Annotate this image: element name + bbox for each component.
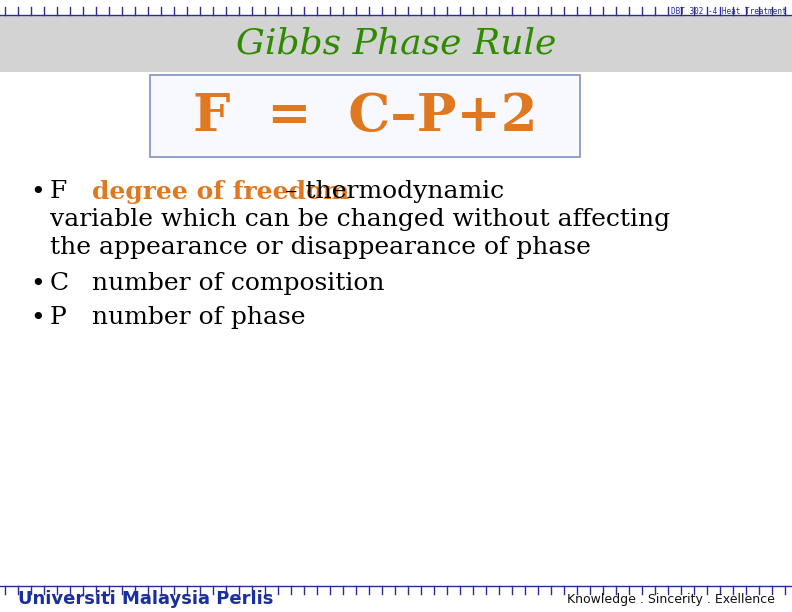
- Text: the appearance or disappearance of phase: the appearance or disappearance of phase: [50, 236, 591, 259]
- Text: Knowledge . Sincerity . Exellence: Knowledge . Sincerity . Exellence: [567, 592, 775, 605]
- Bar: [150, 75, 580, 157]
- Text: – thermodynamic: – thermodynamic: [277, 180, 505, 203]
- Bar: [0, 15, 792, 72]
- Text: P: P: [50, 306, 67, 329]
- Text: Universiti Malaysia Perlis: Universiti Malaysia Perlis: [18, 590, 273, 608]
- Text: •: •: [30, 272, 45, 296]
- Text: C: C: [50, 272, 69, 295]
- Text: number of phase: number of phase: [92, 306, 306, 329]
- Text: F  =  C–P+2: F = C–P+2: [192, 91, 537, 141]
- Text: DBT 302 -4 Heat Treatment: DBT 302 -4 Heat Treatment: [672, 7, 787, 15]
- Text: variable which can be changed without affecting: variable which can be changed without af…: [50, 208, 670, 231]
- Text: •: •: [30, 180, 45, 204]
- Text: Gibbs Phase Rule: Gibbs Phase Rule: [236, 27, 556, 61]
- Text: degree of freedom: degree of freedom: [92, 180, 349, 204]
- Text: •: •: [30, 306, 45, 330]
- Text: number of composition: number of composition: [92, 272, 384, 295]
- Text: F: F: [50, 180, 67, 203]
